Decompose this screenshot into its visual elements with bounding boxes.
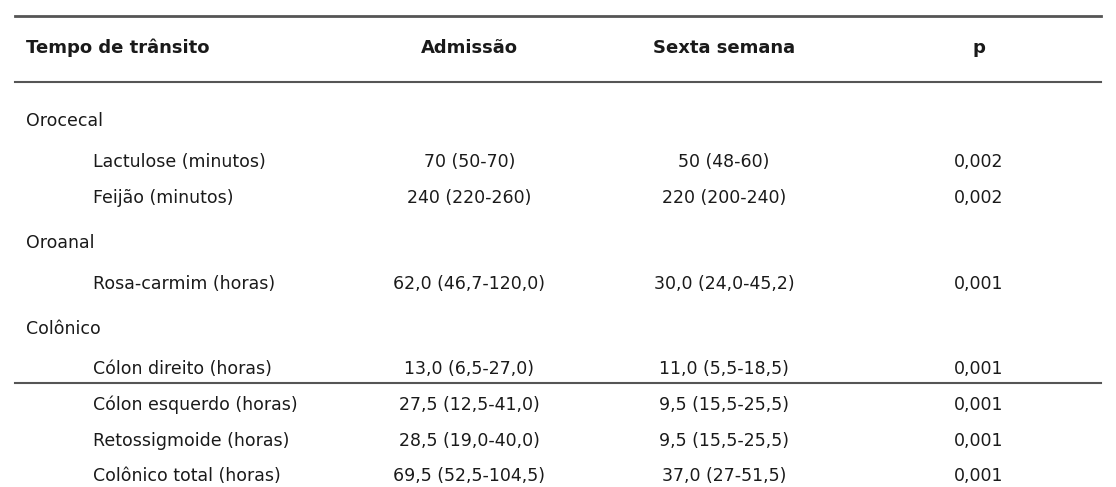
Text: 0,001: 0,001 [954,360,1003,378]
Text: Colônico: Colônico [27,320,102,338]
Text: Rosa-carmim (horas): Rosa-carmim (horas) [93,275,275,293]
Text: 0,002: 0,002 [954,153,1003,171]
Text: 11,0 (5,5-18,5): 11,0 (5,5-18,5) [660,360,789,378]
Text: Sexta semana: Sexta semana [653,39,796,57]
Text: Cólon esquerdo (horas): Cólon esquerdo (horas) [93,396,297,414]
Text: 240 (220-260): 240 (220-260) [407,188,531,206]
Text: 0,001: 0,001 [954,467,1003,485]
Text: 0,001: 0,001 [954,275,1003,293]
Text: 9,5 (15,5-25,5): 9,5 (15,5-25,5) [660,431,789,450]
Text: 50 (48-60): 50 (48-60) [679,153,770,171]
Text: Admissão: Admissão [421,39,518,57]
Text: Feijão (minutos): Feijão (minutos) [93,188,233,206]
Text: 220 (200-240): 220 (200-240) [662,188,787,206]
Text: 62,0 (46,7-120,0): 62,0 (46,7-120,0) [393,275,546,293]
Text: Tempo de trânsito: Tempo de trânsito [27,39,210,57]
Text: 70 (50-70): 70 (50-70) [424,153,516,171]
Text: Cólon direito (horas): Cólon direito (horas) [93,360,271,378]
Text: Oroanal: Oroanal [27,234,95,252]
Text: 13,0 (6,5-27,0): 13,0 (6,5-27,0) [404,360,535,378]
Text: 0,001: 0,001 [954,431,1003,450]
Text: Retossigmoide (horas): Retossigmoide (horas) [93,431,289,450]
Text: Colônico total (horas): Colônico total (horas) [93,467,280,485]
Text: 9,5 (15,5-25,5): 9,5 (15,5-25,5) [660,396,789,414]
Text: 28,5 (19,0-40,0): 28,5 (19,0-40,0) [398,431,540,450]
Text: 0,002: 0,002 [954,188,1003,206]
Text: Orocecal: Orocecal [27,112,104,131]
Text: Lactulose (minutos): Lactulose (minutos) [93,153,266,171]
Text: 37,0 (27-51,5): 37,0 (27-51,5) [662,467,787,485]
Text: 30,0 (24,0-45,2): 30,0 (24,0-45,2) [654,275,795,293]
Text: 27,5 (12,5-41,0): 27,5 (12,5-41,0) [400,396,540,414]
Text: 69,5 (52,5-104,5): 69,5 (52,5-104,5) [393,467,546,485]
Text: p: p [972,39,985,57]
Text: 0,001: 0,001 [954,396,1003,414]
